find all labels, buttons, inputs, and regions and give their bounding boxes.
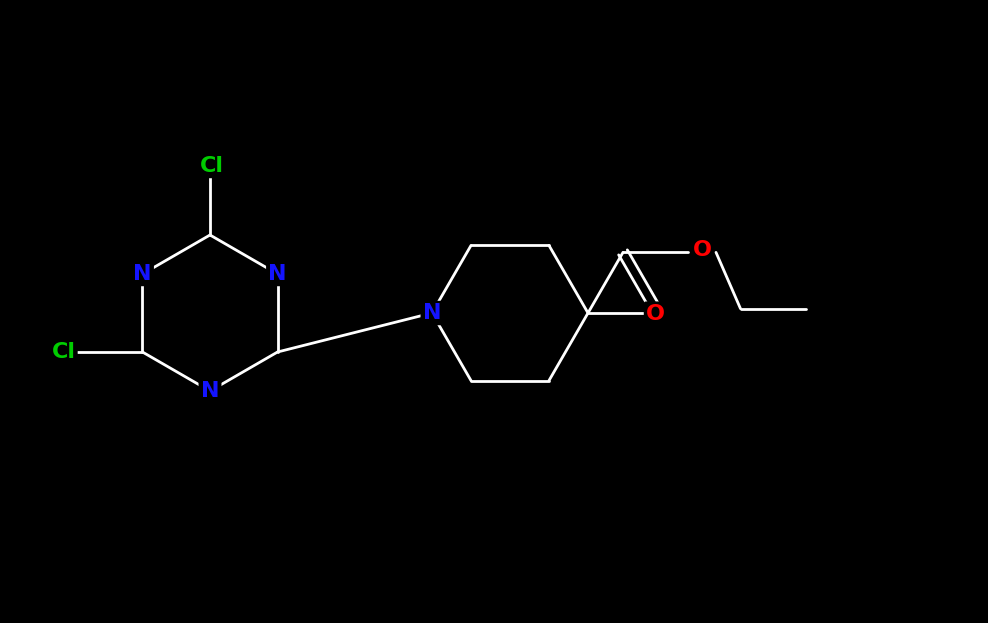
Text: O: O xyxy=(646,303,665,324)
Text: O: O xyxy=(693,240,711,260)
Text: N: N xyxy=(423,303,442,323)
Text: N: N xyxy=(201,381,219,401)
Text: Cl: Cl xyxy=(200,156,224,176)
Text: Cl: Cl xyxy=(51,342,75,362)
Text: N: N xyxy=(133,264,152,284)
Text: N: N xyxy=(269,264,287,284)
